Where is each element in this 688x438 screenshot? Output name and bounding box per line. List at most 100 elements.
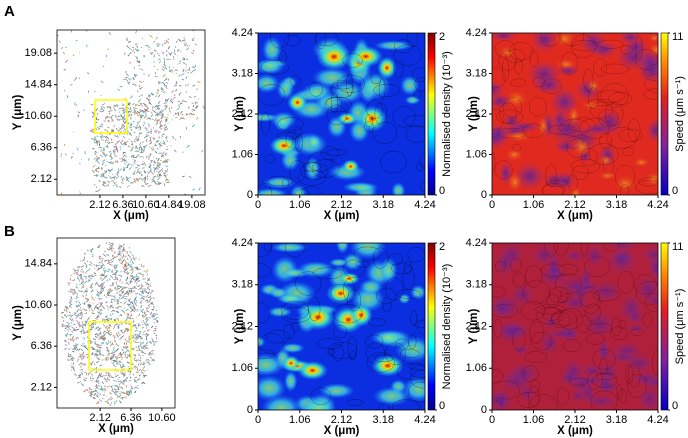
trajectory	[86, 318, 89, 323]
trajectory	[109, 290, 112, 293]
density-peak	[336, 112, 358, 125]
contour	[414, 320, 425, 329]
trajectory	[131, 276, 134, 279]
contour	[586, 333, 605, 345]
y-tick-label: 6.36	[31, 340, 52, 352]
trajectory	[159, 120, 163, 124]
trajectory	[152, 146, 155, 148]
trajectory	[123, 307, 125, 309]
trajectory	[154, 151, 158, 154]
trajectory	[142, 114, 145, 117]
contour	[567, 174, 578, 192]
trajectory	[121, 259, 124, 264]
trajectory	[198, 187, 201, 191]
trajectory	[106, 328, 109, 332]
trajectory	[134, 103, 138, 107]
trajectory	[142, 146, 147, 148]
trajectory	[166, 168, 169, 171]
trajectory	[124, 286, 128, 289]
trajectory	[118, 111, 121, 113]
trajectory	[114, 323, 118, 327]
trajectory	[139, 109, 141, 112]
trajectory	[83, 262, 87, 266]
trajectory	[80, 273, 83, 277]
trajectory	[82, 331, 85, 335]
trajectory	[122, 158, 124, 161]
contour	[264, 154, 276, 164]
trajectory	[115, 255, 119, 258]
trajectory	[101, 125, 103, 128]
trajectory	[75, 76, 78, 79]
trajectory	[87, 317, 90, 320]
trajectory	[95, 381, 99, 384]
trajectory	[181, 78, 185, 81]
trajectory	[103, 269, 107, 272]
trajectory	[142, 341, 144, 345]
trajectory	[60, 316, 65, 319]
contour	[591, 373, 617, 388]
trajectory	[192, 85, 196, 87]
contour	[634, 274, 657, 295]
contour	[283, 324, 295, 340]
trajectory	[138, 349, 141, 352]
trajectory	[119, 337, 122, 341]
trajectory	[90, 283, 94, 287]
trajectory	[137, 288, 141, 291]
trajectory	[145, 321, 148, 323]
contour	[548, 124, 577, 135]
trajectory	[192, 188, 196, 191]
trajectory	[91, 298, 95, 301]
contour	[258, 84, 286, 106]
trajectory	[107, 48, 110, 50]
trajectory	[78, 362, 82, 366]
trajectory	[109, 150, 112, 153]
trajectory	[107, 126, 110, 128]
trajectory	[187, 83, 190, 86]
trajectory	[91, 114, 95, 118]
trajectory	[125, 272, 129, 275]
trajectory	[94, 341, 96, 343]
y-tick-label: 0	[247, 189, 253, 201]
y-tick-label: 2.12	[232, 108, 253, 120]
trajectory	[96, 160, 101, 164]
trajectory	[122, 286, 126, 290]
density-blob	[276, 78, 295, 100]
trajectory	[110, 356, 114, 360]
trajectory	[190, 112, 193, 116]
contour	[315, 33, 327, 50]
trajectory	[123, 301, 127, 305]
trajectory	[133, 108, 136, 112]
contour	[586, 323, 614, 333]
trajectory	[125, 178, 129, 181]
trajectory	[129, 388, 132, 392]
trajectory	[64, 334, 67, 336]
trajectory	[105, 296, 108, 298]
trajectory	[99, 393, 102, 396]
trajectory	[102, 182, 105, 186]
trajectory	[111, 271, 114, 273]
trajectory	[114, 265, 116, 268]
trajectory	[165, 135, 168, 139]
trajectory	[87, 372, 91, 376]
contour	[617, 271, 634, 294]
trajectory	[140, 283, 144, 288]
trajectory	[105, 342, 107, 344]
trajectory	[84, 290, 88, 293]
trajectory	[161, 135, 164, 138]
trajectory	[98, 146, 102, 149]
density-blob	[410, 284, 425, 300]
trajectory	[129, 126, 133, 129]
trajectory	[110, 385, 113, 389]
trajectory	[71, 326, 75, 329]
trajectory	[119, 262, 124, 265]
trajectory	[87, 275, 90, 278]
trajectory	[100, 149, 102, 152]
trajectory	[122, 346, 125, 349]
trajectory	[106, 129, 109, 133]
trajectory	[75, 39, 78, 42]
trajectory	[117, 300, 120, 302]
contour	[365, 114, 374, 127]
trajectory	[122, 124, 126, 128]
contour	[407, 246, 425, 263]
trajectory	[86, 388, 89, 392]
